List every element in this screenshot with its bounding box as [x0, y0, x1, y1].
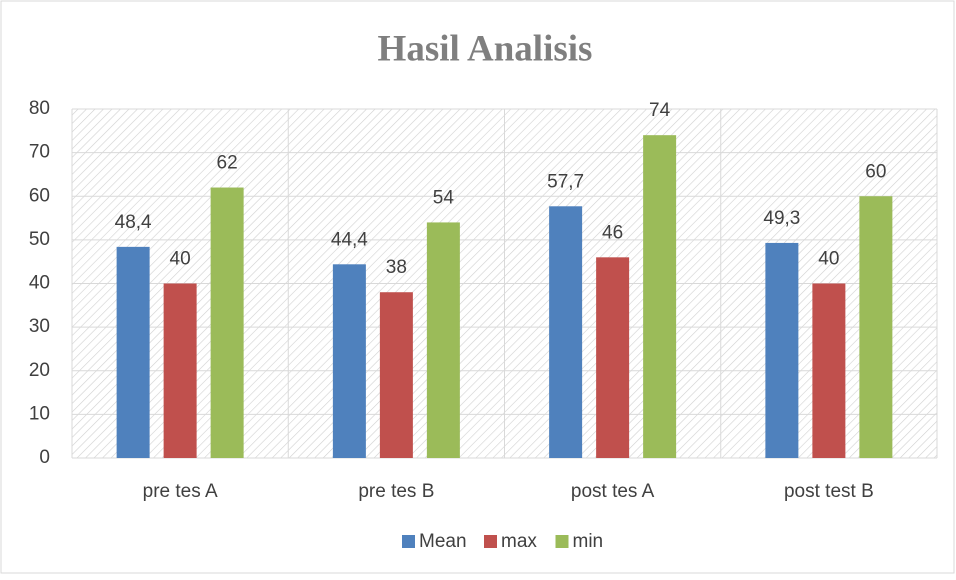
legend-swatch: [484, 535, 497, 548]
y-tick-label: 0: [39, 447, 50, 468]
y-tick-label: 20: [29, 360, 50, 381]
bar: [643, 135, 677, 459]
y-tick-label: 80: [29, 98, 50, 119]
y-tick-label: 60: [29, 185, 50, 206]
x-tick-label: post tes A: [571, 481, 655, 502]
data-label: 44,4: [331, 229, 368, 250]
bar: [210, 187, 244, 458]
bar: [116, 246, 150, 458]
x-tick-label: pre tes A: [143, 481, 218, 502]
bar: [859, 196, 893, 458]
y-tick-label: 40: [29, 273, 50, 294]
bar: [812, 283, 846, 458]
bar: [426, 222, 460, 458]
data-label: 48,4: [115, 212, 152, 233]
data-label: 46: [602, 222, 623, 243]
legend-label: max: [501, 531, 537, 552]
y-tick-label: 30: [29, 316, 50, 337]
data-label: 40: [818, 249, 839, 270]
data-label: 62: [217, 153, 238, 174]
y-tick-label: 70: [29, 142, 50, 163]
y-tick-label: 50: [29, 229, 50, 250]
data-label: 40: [170, 249, 191, 270]
legend-label: Mean: [419, 531, 467, 552]
data-label: 49,3: [763, 208, 800, 229]
data-label: 54: [433, 187, 455, 208]
y-tick-label: 10: [29, 403, 50, 424]
legend-label: min: [573, 531, 604, 552]
data-label: 74: [649, 100, 671, 121]
data-label: 60: [865, 161, 886, 182]
x-tick-label: post test B: [784, 481, 874, 502]
legend-swatch: [402, 535, 415, 548]
data-label: 38: [386, 257, 407, 278]
bar: [163, 283, 197, 458]
bar: [765, 242, 799, 458]
bar: [379, 292, 413, 458]
legend-swatch: [555, 535, 569, 548]
bar: [549, 206, 583, 458]
data-label: 57,7: [547, 171, 584, 192]
chart-title: Hasil Analisis: [378, 28, 593, 69]
bar: [596, 257, 630, 458]
bar: [332, 264, 366, 458]
x-tick-label: pre tes B: [358, 481, 434, 502]
